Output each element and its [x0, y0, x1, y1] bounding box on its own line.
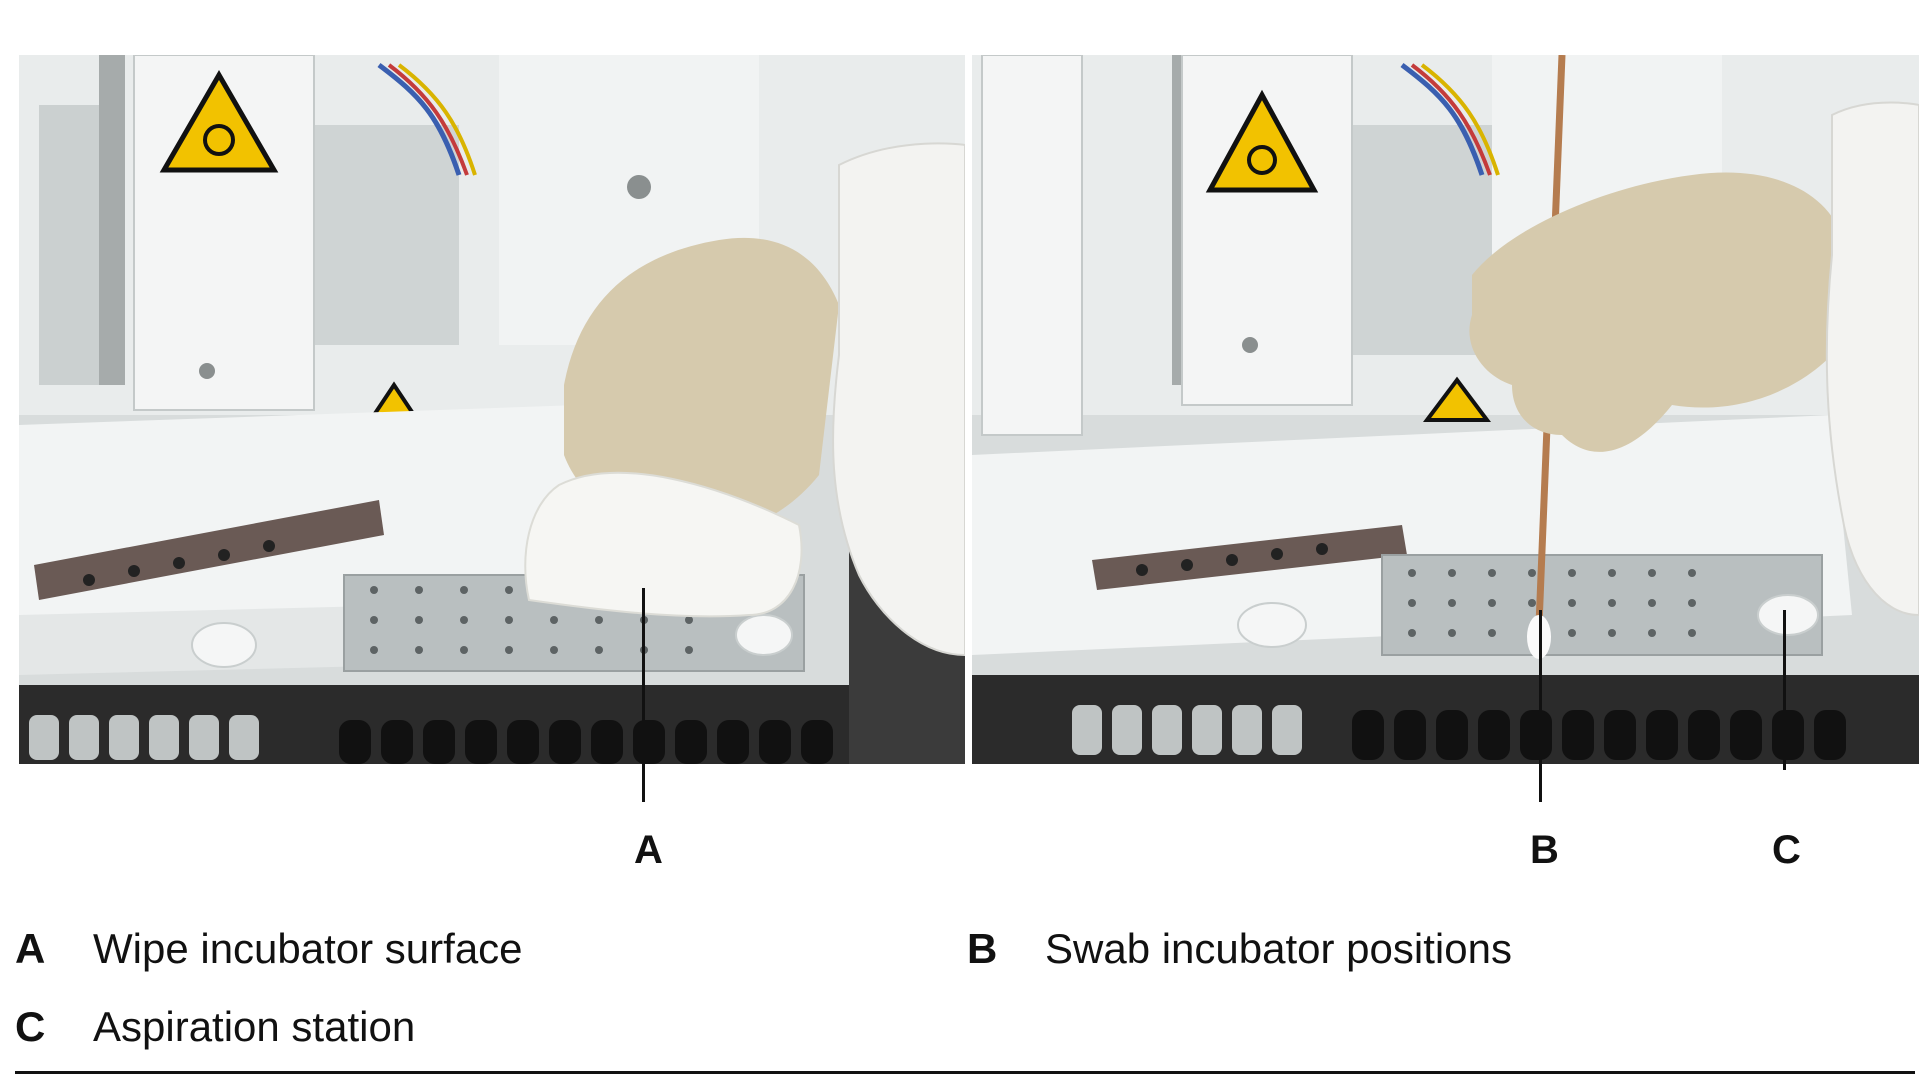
photo-swab-incubator-illustration [972, 55, 1919, 764]
legend-key-a: A [15, 925, 46, 972]
bottom-divider [15, 1071, 1915, 1074]
legend-key-b: B [967, 925, 998, 972]
photo-wipe-incubator-illustration [19, 55, 965, 764]
biohazard-sign-icon [1205, 89, 1319, 193]
legend-text-b: Swab incubator positions [1045, 925, 1512, 972]
leader-line-c [1783, 610, 1786, 770]
callout-b: B [1530, 828, 1559, 872]
legend-text-a: Wipe incubator surface [93, 925, 523, 972]
photo-swab-incubator [972, 55, 1919, 764]
callout-a: A [634, 828, 663, 872]
legend-key-c: C [15, 1003, 46, 1050]
leader-line-a [642, 588, 645, 802]
warning-sign-icon [1423, 376, 1491, 422]
leader-line-b [1539, 610, 1542, 802]
legend-text-c: Aspiration station [93, 1003, 416, 1050]
callout-c: C [1772, 828, 1801, 872]
photo-wipe-incubator [19, 55, 965, 764]
biohazard-sign-icon [159, 70, 279, 173]
